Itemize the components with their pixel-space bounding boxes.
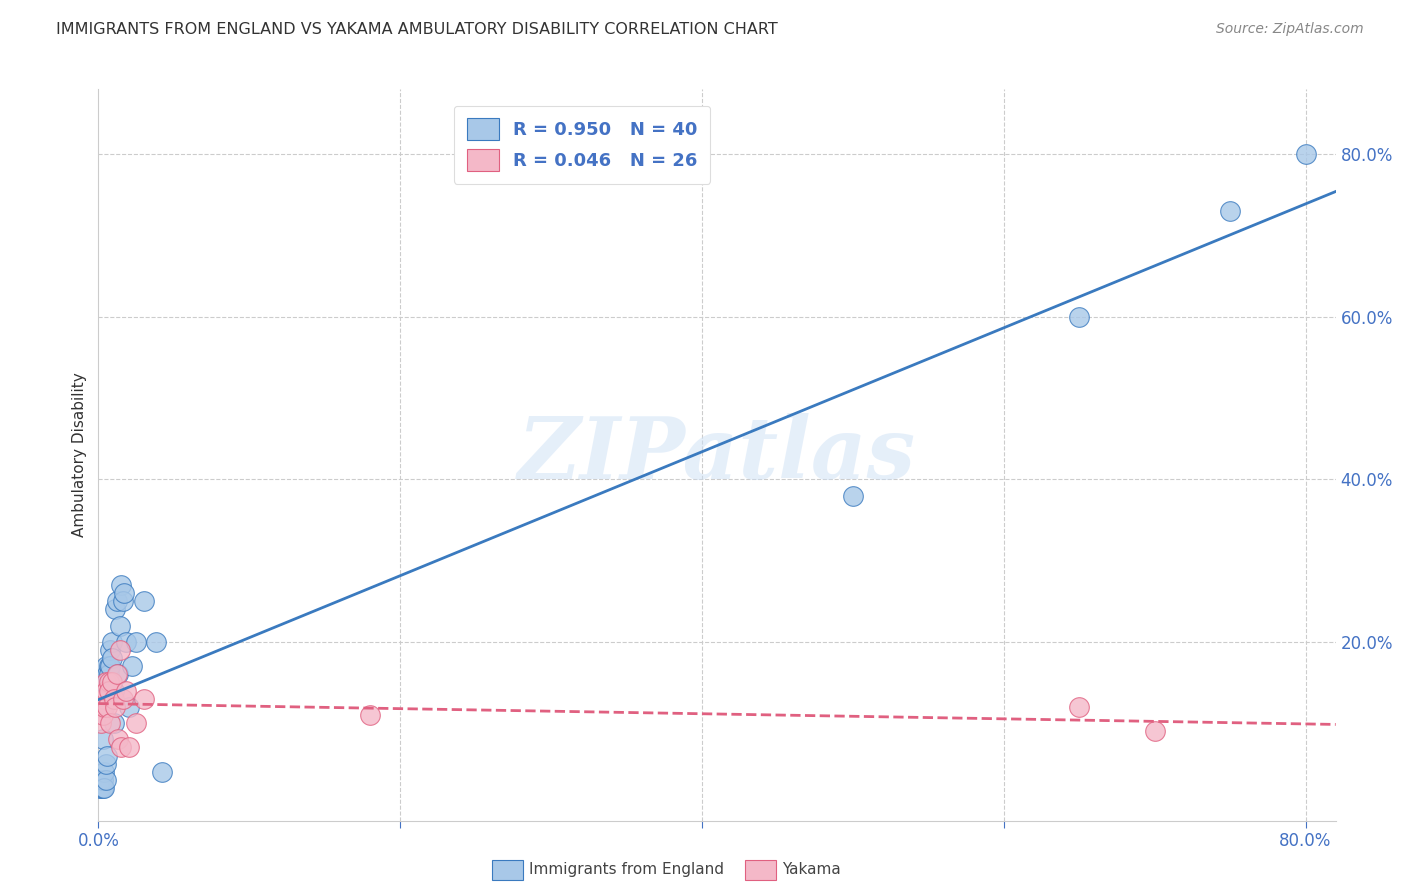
Point (125, 635, 148, 649)
Point (93, 691, 115, 706)
Point (98, 659, 121, 673)
Text: Yakama: Yakama (782, 863, 841, 877)
Point (103, 683, 125, 698)
Point (117, 740, 139, 755)
Text: IMMIGRANTS FROM ENGLAND VS YAKAMA AMBULATORY DISABILITY CORRELATION CHART: IMMIGRANTS FROM ENGLAND VS YAKAMA AMBULA… (56, 22, 778, 37)
Point (101, 675, 124, 690)
Y-axis label: Ambulatory Disability: Ambulatory Disability (72, 373, 87, 537)
Point (108, 643, 131, 657)
Point (94, 683, 117, 698)
Point (1219, 204, 1241, 219)
Point (110, 740, 132, 755)
Point (117, 699, 139, 714)
Point (1069, 310, 1091, 324)
Point (121, 659, 143, 673)
Point (114, 635, 136, 649)
Point (107, 732, 129, 747)
Point (100, 643, 122, 657)
Point (150, 764, 173, 779)
Legend: R = 0.950   N = 40, R = 0.046   N = 26: R = 0.950 N = 40, R = 0.046 N = 26 (454, 105, 710, 184)
Point (108, 618, 131, 632)
Point (104, 602, 127, 616)
Point (101, 635, 124, 649)
Point (103, 691, 125, 706)
Text: Immigrants from England: Immigrants from England (529, 863, 724, 877)
Point (93, 764, 115, 779)
Text: ZIPatlas: ZIPatlas (517, 413, 917, 497)
Point (96, 699, 118, 714)
Point (104, 699, 127, 714)
Point (101, 651, 124, 665)
Point (1295, 147, 1317, 161)
Point (100, 659, 122, 673)
Point (107, 667, 129, 681)
Point (842, 489, 865, 503)
Point (93, 699, 115, 714)
Point (96, 667, 118, 681)
Point (112, 586, 135, 600)
Point (145, 635, 167, 649)
Point (105, 667, 128, 681)
Point (110, 578, 132, 592)
Point (93, 675, 115, 690)
Point (96, 748, 118, 763)
Point (94, 659, 117, 673)
Point (359, 708, 381, 723)
Point (132, 594, 155, 608)
Point (91, 708, 114, 723)
Point (98, 683, 121, 698)
Point (98, 667, 121, 681)
Point (125, 716, 148, 731)
Point (100, 716, 122, 731)
Point (103, 716, 125, 731)
Point (114, 683, 136, 698)
Text: Source: ZipAtlas.com: Source: ZipAtlas.com (1216, 22, 1364, 37)
Point (91, 772, 114, 787)
Point (89, 699, 111, 714)
Point (89, 781, 111, 796)
Point (98, 675, 121, 690)
Point (91, 732, 114, 747)
Point (105, 594, 128, 608)
Point (90, 716, 112, 731)
Point (1143, 724, 1166, 739)
Point (94, 772, 117, 787)
Point (111, 691, 134, 706)
Point (90, 781, 112, 796)
Point (91, 781, 114, 796)
Point (1069, 699, 1091, 714)
Point (132, 691, 155, 706)
Point (94, 756, 117, 771)
Point (111, 594, 134, 608)
Point (93, 781, 115, 796)
Point (90, 772, 112, 787)
Point (94, 675, 117, 690)
